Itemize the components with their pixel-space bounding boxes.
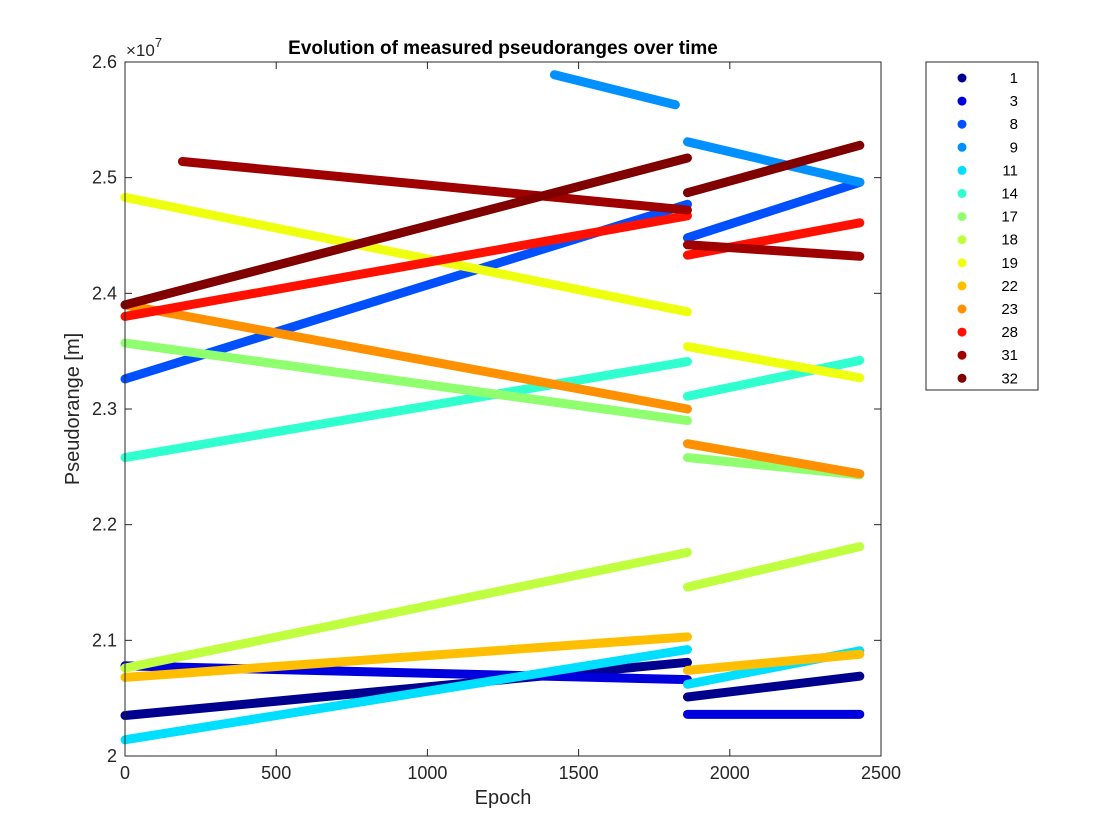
legend-marker (957, 165, 967, 175)
x-tick-label: 500 (261, 763, 291, 783)
series-31 (177, 156, 865, 261)
series-8-segment-2 (682, 177, 865, 243)
x-tick-label: 2000 (710, 763, 750, 783)
series-18-segment-2 (682, 542, 865, 592)
legend-label: 9 (1010, 139, 1018, 156)
legend-label: 14 (1001, 186, 1018, 203)
legend-marker (957, 189, 967, 198)
y-tick-label: 2.5 (92, 168, 117, 188)
x-tick-label: 1000 (407, 763, 447, 783)
legend-marker (957, 373, 967, 383)
series-28-segment-1 (120, 211, 692, 321)
series-22 (120, 632, 865, 682)
legend-item-31: 31 (957, 347, 1018, 364)
series-22-segment-1 (120, 632, 692, 682)
series-18-segment-1 (120, 547, 692, 673)
legend-marker (957, 350, 967, 360)
y-tick-label: 2.3 (92, 399, 117, 419)
legend-item-32: 32 (957, 370, 1018, 387)
series-32-segment-1 (120, 153, 692, 310)
legend-marker (957, 142, 967, 152)
series-11-segment-1 (120, 645, 692, 745)
x-tick-label: 0 (120, 763, 130, 783)
series-1-segment-2 (682, 671, 865, 702)
legend-item-8: 8 (957, 116, 1018, 133)
y-tick-label: 2.2 (92, 515, 117, 535)
chart-title: Evolution of measured pseudoranges over … (288, 38, 718, 59)
legend-marker (957, 96, 967, 106)
data-marks (120, 70, 865, 745)
series-31-segment-1 (177, 156, 692, 215)
series-1 (120, 657, 865, 721)
series-23-segment-1 (120, 300, 692, 414)
series-17-segment-1 (120, 338, 692, 426)
legend-marker (957, 235, 967, 245)
y-axis: 2 2.1 2.2 2.3 2.4 2.5 2.6 (92, 52, 881, 766)
legend: 1 3 8 9 11 14 17 18 19 22 23 28 31 32 (925, 61, 1039, 391)
y-multiplier: ×10 (126, 41, 155, 60)
legend-label: 3 (1010, 93, 1018, 110)
legend-label: 23 (1001, 301, 1018, 318)
legend-marker (957, 304, 967, 314)
series-23 (120, 300, 865, 479)
legend-box (925, 61, 1039, 391)
legend-marker (957, 258, 967, 268)
y-exponent-label: ×107 (126, 35, 162, 60)
legend-item-3: 3 (957, 93, 1018, 110)
legend-label: 19 (1001, 255, 1018, 272)
series-32 (120, 140, 865, 310)
x-tick-label: 1500 (559, 763, 599, 783)
legend-label: 31 (1001, 347, 1018, 364)
legend-item-18: 18 (957, 232, 1018, 249)
legend-label: 22 (1001, 278, 1018, 295)
legend-marker (957, 73, 967, 83)
legend-item-19: 19 (957, 255, 1018, 272)
y-tick-label: 2.6 (92, 52, 117, 72)
series-9 (549, 70, 865, 187)
legend-label: 18 (1001, 232, 1018, 249)
series-9-segment-2 (682, 137, 865, 187)
y-tick-label: 2 (107, 746, 117, 766)
legend-item-17: 17 (957, 209, 1018, 226)
series-19-segment-1 (120, 192, 692, 317)
legend-item-14: 14 (957, 186, 1018, 203)
series-31-segment-2 (682, 240, 865, 261)
x-axis-label: Epoch (475, 787, 532, 809)
series-14-segment-1 (120, 357, 692, 463)
legend-item-1: 1 (957, 70, 1018, 87)
y-axis-label: Pseudorange [m] (62, 333, 84, 485)
series-1-segment-1 (120, 657, 692, 721)
series-9-segment-1 (549, 70, 680, 110)
legend-label: 32 (1001, 370, 1018, 387)
legend-item-28: 28 (957, 324, 1018, 341)
legend-item-11: 11 (957, 162, 1018, 179)
series-22-segment-2 (682, 649, 865, 675)
x-axis: 0 500 1000 1500 2000 2500 (120, 62, 901, 783)
legend-marker (957, 212, 967, 222)
x-tick-label: 2500 (861, 763, 901, 783)
series-19 (120, 192, 865, 383)
series-18 (120, 542, 865, 673)
series-23-segment-2 (682, 439, 865, 479)
legend-marker (957, 119, 967, 129)
legend-label: 28 (1001, 324, 1018, 341)
series-14 (120, 355, 865, 463)
legend-marker (957, 327, 967, 337)
legend-label: 1 (1010, 70, 1018, 87)
legend-item-9: 9 (957, 139, 1018, 156)
legend-marker (957, 281, 967, 291)
y-tick-label: 2.1 (92, 630, 117, 650)
legend-label: 17 (1001, 209, 1018, 226)
legend-item-23: 23 (957, 301, 1018, 318)
y-exponent: 7 (155, 35, 162, 50)
y-tick-label: 2.4 (92, 283, 117, 303)
legend-item-22: 22 (957, 278, 1018, 295)
series-32-segment-2 (682, 140, 865, 198)
series-14-segment-2 (682, 355, 865, 401)
legend-label: 11 (1002, 162, 1018, 179)
series-19-segment-2 (682, 342, 865, 383)
legend-label: 8 (1010, 116, 1018, 133)
